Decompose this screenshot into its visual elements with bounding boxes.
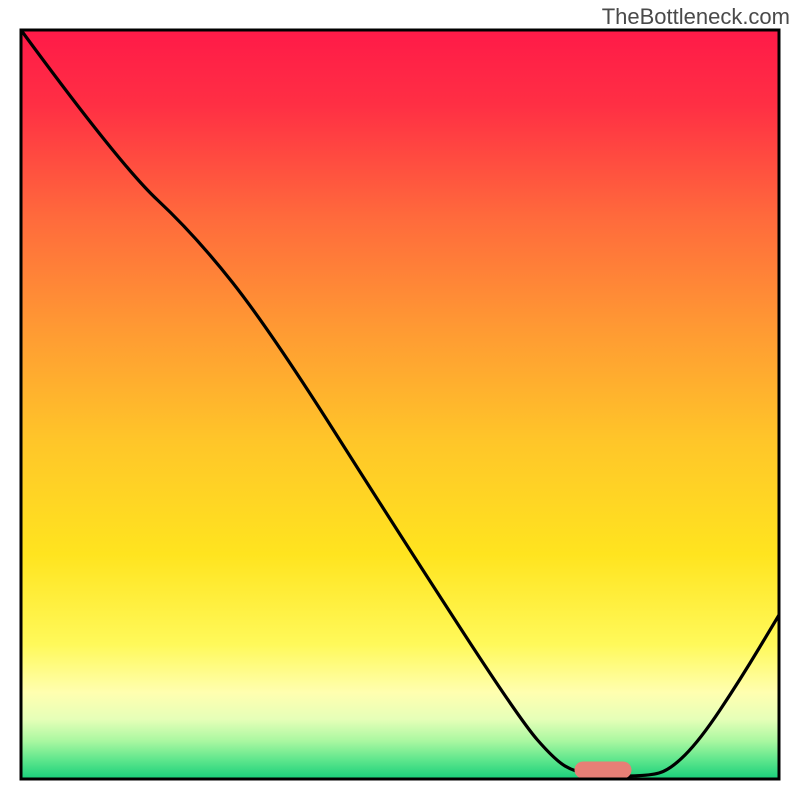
- watermark-text: TheBottleneck.com: [602, 4, 790, 30]
- optimum-marker: [575, 762, 631, 778]
- chart-container: TheBottleneck.com: [0, 0, 800, 800]
- plot-background: [21, 30, 779, 779]
- chart-svg: [0, 0, 800, 800]
